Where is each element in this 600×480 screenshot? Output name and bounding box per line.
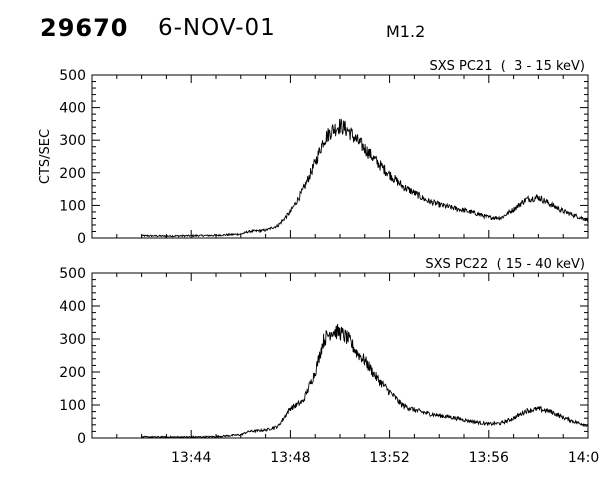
- panel-2: 0 100 200 300 400 500 13:44 13:48 13:52 13:56 14:0…: [59, 257, 600, 466]
- y-tick-label: 100: [59, 398, 86, 414]
- panel-frame: [91, 272, 589, 439]
- y-axis-label: CTS/SEC: [38, 129, 53, 184]
- x-tick-label: 14:00: [568, 450, 600, 466]
- y-tick-label: 500: [59, 266, 86, 282]
- header: 29670 6-NOV-01 M1.2: [0, 0, 600, 50]
- panel-title: SXS PC21 ( 3 - 15 keV): [429, 59, 585, 74]
- series-line: [141, 118, 589, 238]
- event-id: 29670: [40, 14, 129, 42]
- x-tick-label: 13:48: [270, 450, 310, 466]
- y-tick-label: 0: [77, 231, 86, 247]
- y-tick-label: 200: [59, 166, 86, 182]
- x-tick-label: 13:44: [171, 450, 211, 466]
- panel-1: 0 100 200 300 400 500 SXS PC21 ( 3 - 15 keV) CT…: [38, 59, 589, 247]
- panel-frame: [91, 74, 589, 239]
- flare-class: M1.2: [386, 22, 426, 41]
- y-tick-label: 400: [59, 299, 86, 315]
- y-tick-label: 400: [59, 101, 86, 117]
- panel-title: SXS PC22 ( 15 - 40 keV): [425, 257, 585, 272]
- y-tick-label: 0: [77, 431, 86, 447]
- y-tick-label: 500: [59, 68, 86, 84]
- event-date: 6-NOV-01: [158, 15, 276, 41]
- y-tick-label: 300: [59, 133, 86, 149]
- series-line: [141, 324, 588, 439]
- x-tick-label: 13:52: [369, 450, 409, 466]
- y-tick-label: 100: [59, 198, 86, 214]
- y-tick-label: 200: [59, 365, 86, 381]
- y-tick-label: 300: [59, 332, 86, 348]
- x-tick-label: 13:56: [469, 450, 509, 466]
